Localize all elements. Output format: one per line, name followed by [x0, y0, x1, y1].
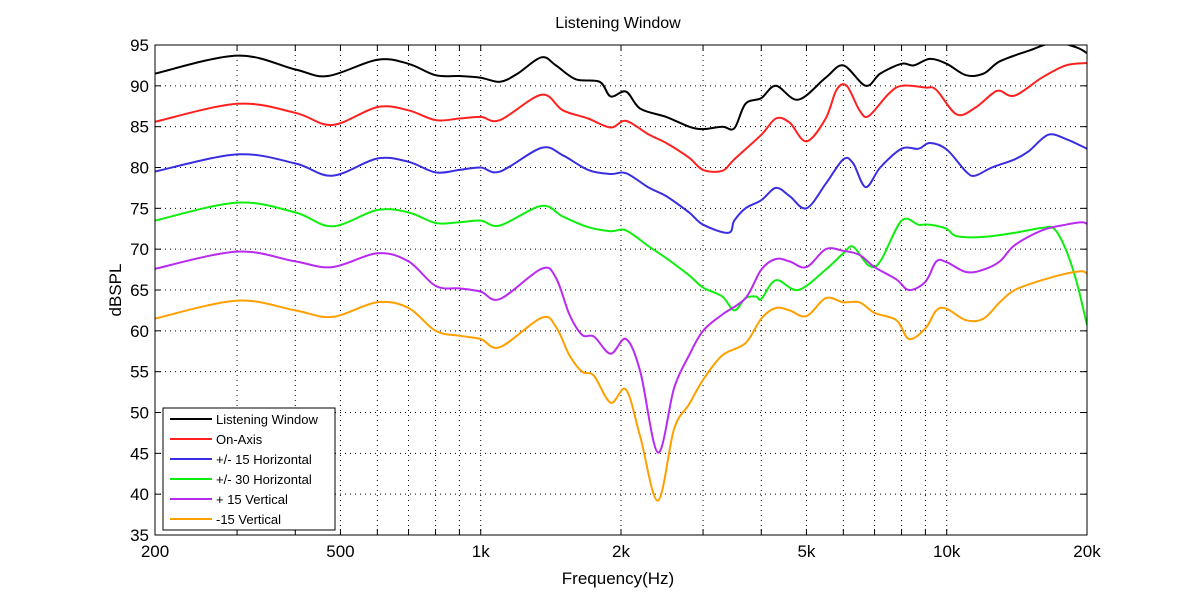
x-tick-label: 500 [326, 542, 354, 561]
x-tick-label: 1k [472, 542, 490, 561]
x-tick-label: 200 [141, 542, 169, 561]
y-tick-label: 80 [130, 159, 149, 178]
y-tick-label: 95 [130, 36, 149, 55]
y-tick-label: 50 [130, 404, 149, 423]
y-axis-label: dBSPL [106, 264, 125, 317]
y-tick-label: 35 [130, 526, 149, 545]
x-axis-label: Frequency(Hz) [562, 569, 674, 588]
y-tick-label: 75 [130, 199, 149, 218]
series-lines [155, 45, 1087, 502]
legend-label: +/- 15 Horizontal [216, 452, 312, 467]
grid [155, 45, 1087, 535]
y-tick-label: 45 [130, 444, 149, 463]
series-line-on-axis [155, 62, 1087, 173]
plot-frame [154, 44, 1088, 536]
legend-label: On-Axis [216, 432, 263, 447]
y-tick-label: 55 [130, 363, 149, 382]
legend: Listening Window On-Axis +/- 15 Horizontal… [162, 407, 336, 531]
x-tick-label: 2k [612, 542, 630, 561]
y-tick-label: 90 [130, 77, 149, 96]
series-line--15-horizontal [155, 133, 1087, 234]
legend-label: +/- 30 Horizontal [216, 472, 312, 487]
y-tick-label: 85 [130, 118, 149, 137]
legend-label: + 15 Vertical [216, 492, 288, 507]
y-tick-label: 65 [130, 281, 149, 300]
axis-ticks: 200 500 1k 2k 5k 10k 20k 35 40 45 50 55 60 65 70 75 80 85… [130, 36, 1101, 561]
x-tick-label: 5k [797, 542, 815, 561]
series-line--15-vertical [155, 270, 1087, 502]
series-line-listening-window [155, 45, 1087, 131]
x-tick-label: 20k [1073, 542, 1101, 561]
legend-box [162, 407, 336, 531]
legend-label: Listening Window [216, 412, 318, 427]
y-tick-label: 70 [130, 240, 149, 259]
legend-label: -15 Vertical [216, 512, 281, 527]
y-tick-label: 60 [130, 322, 149, 341]
x-tick-label: 10k [933, 542, 961, 561]
series-line--15-vertical [155, 221, 1087, 454]
y-tick-label: 40 [130, 485, 149, 504]
chart-title: Listening Window [555, 15, 681, 32]
